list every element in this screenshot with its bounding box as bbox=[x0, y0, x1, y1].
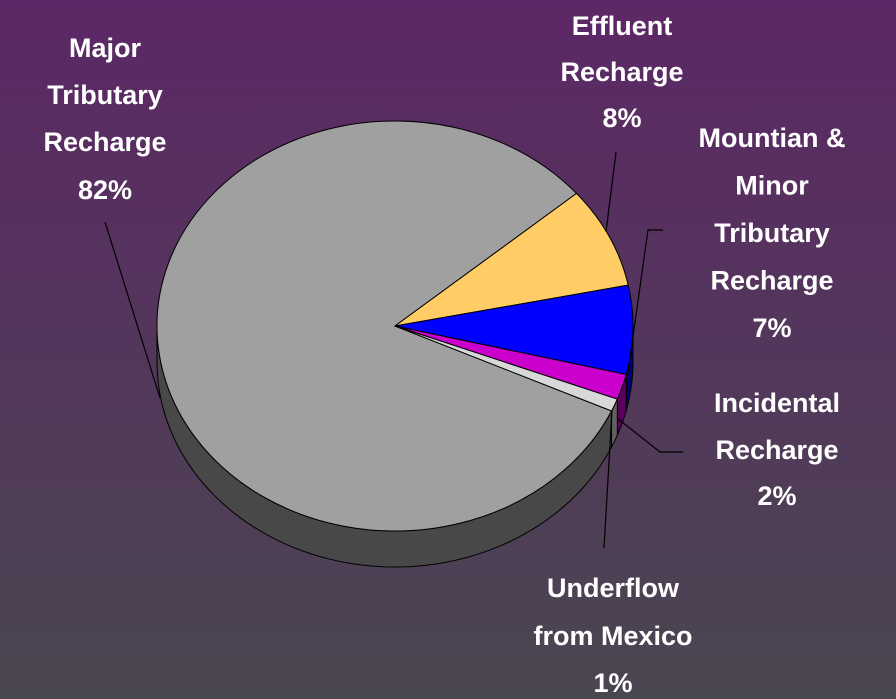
leader-line bbox=[605, 151, 617, 233]
slice-label: Mountian & Minor Tributary Recharge bbox=[699, 123, 846, 296]
slice bbox=[394, 192, 629, 327]
leader-line bbox=[104, 221, 161, 399]
leader-line bbox=[627, 229, 663, 373]
slice bbox=[394, 284, 634, 376]
pie bbox=[156, 120, 634, 568]
leader-line bbox=[616, 417, 683, 453]
value-label: 7% bbox=[752, 313, 791, 343]
value-label: 2% bbox=[757, 481, 796, 511]
slice-label: Effluent Recharge bbox=[560, 11, 683, 87]
value-label: 1% bbox=[593, 668, 632, 698]
slice-label: Underflow from Mexico bbox=[533, 573, 692, 651]
value-label: 8% bbox=[602, 103, 641, 133]
labels: Major Tributary Recharge 82% Effluent Recharg… bbox=[43, 11, 845, 698]
slice-label: Major Tributary Recharge bbox=[43, 33, 166, 157]
slice bbox=[156, 120, 613, 532]
slice-label: Incidental Recharge bbox=[714, 388, 840, 465]
value-label: 82% bbox=[78, 175, 132, 205]
leader-line bbox=[603, 409, 613, 549]
